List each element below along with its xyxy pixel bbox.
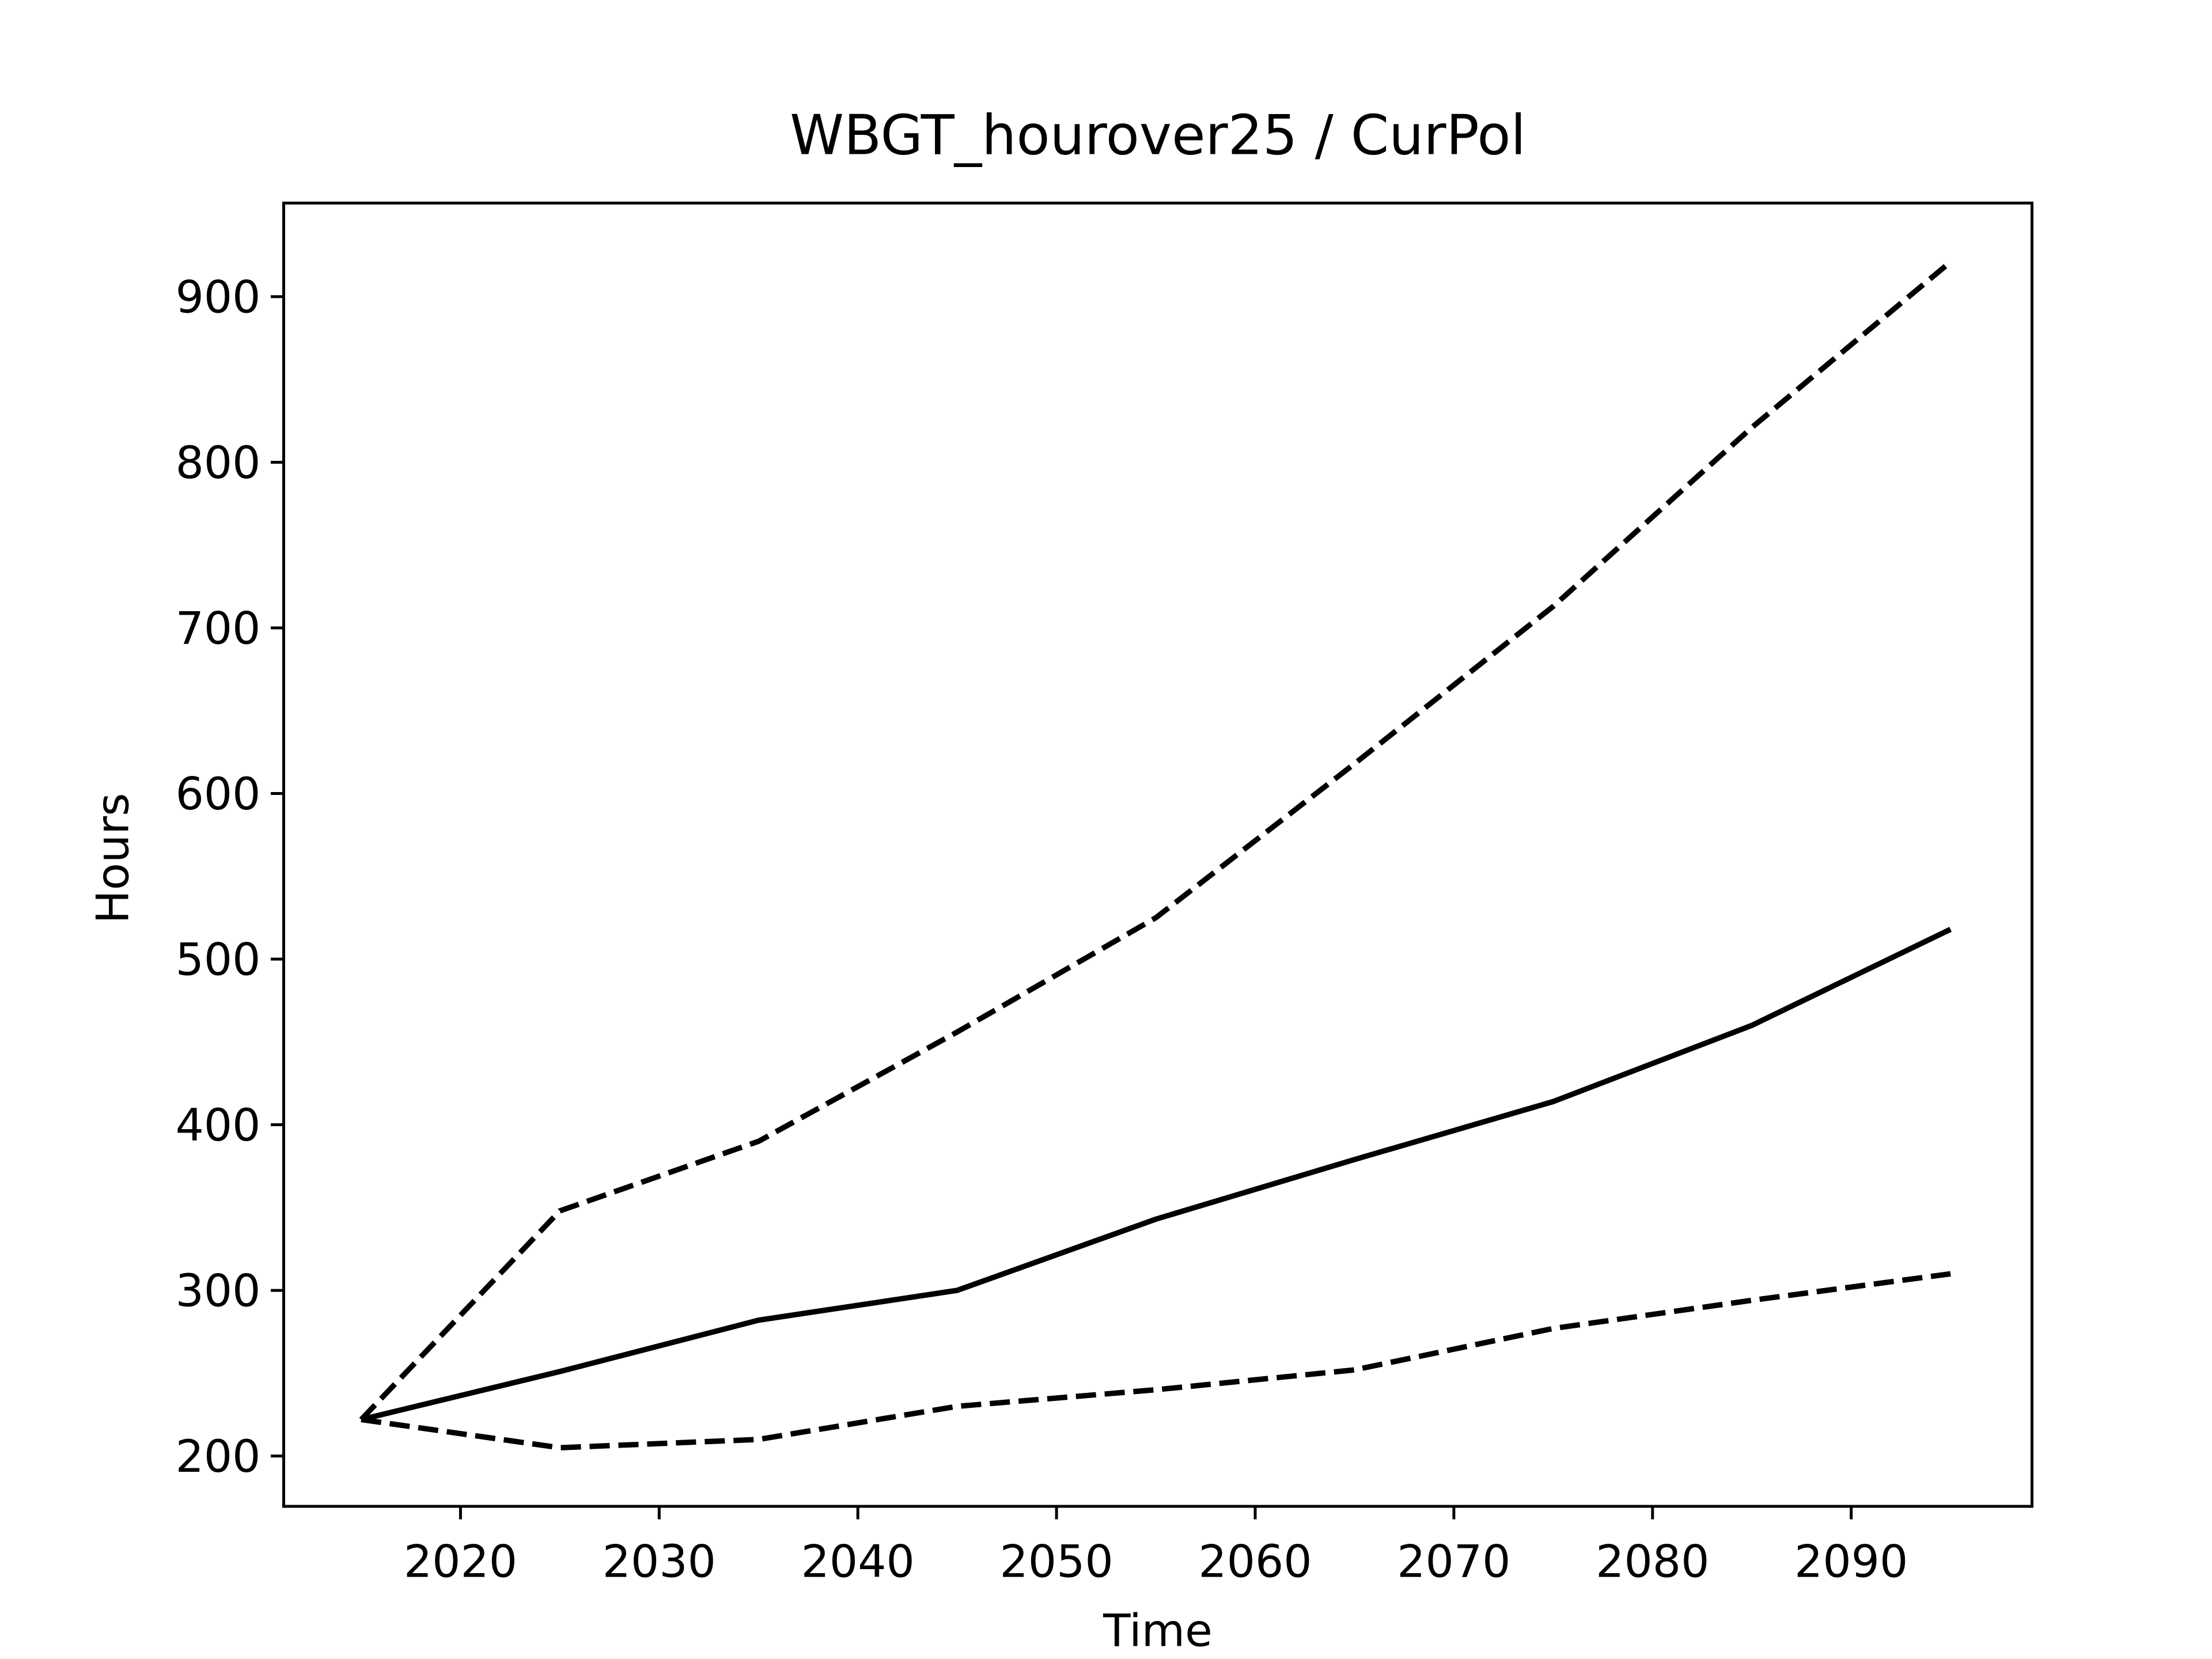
y-tick-label: 600 (176, 768, 261, 820)
chart-title: WBGT_hourover25 / CurPol (790, 104, 1526, 168)
line-series (359, 259, 1953, 1422)
y-tick-label: 700 (176, 603, 261, 654)
x-tick-label: 2080 (1596, 1536, 1709, 1588)
y-tick-label: 400 (176, 1100, 261, 1152)
plot-frame (282, 202, 2033, 1508)
x-tick-label: 2020 (404, 1536, 517, 1588)
y-tick-label: 500 (176, 934, 261, 986)
line-series (361, 1271, 1951, 1450)
x-tick-label: 2090 (1794, 1536, 1908, 1588)
x-tick-label: 2070 (1397, 1536, 1510, 1588)
y-tick-label: 800 (176, 437, 261, 489)
x-axis-label: Time (1103, 1605, 1213, 1657)
y-axis-label: Hours (88, 793, 139, 923)
y-tick-label: 900 (176, 271, 261, 323)
x-tick-label: 2050 (999, 1536, 1113, 1588)
line-series (360, 927, 1952, 1422)
y-tick-label: 200 (176, 1431, 261, 1483)
x-tick-label: 2060 (1198, 1536, 1312, 1588)
x-tick-label: 2030 (603, 1536, 716, 1588)
y-tick-label: 300 (176, 1266, 261, 1317)
x-tick-label: 2040 (801, 1536, 915, 1588)
